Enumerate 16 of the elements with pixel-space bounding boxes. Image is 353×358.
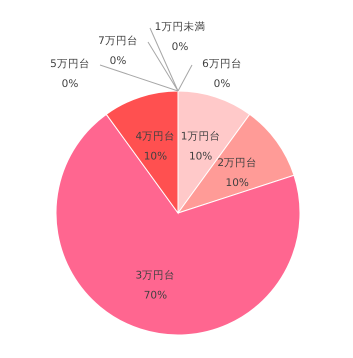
slice-label: 1万円台: [180, 129, 220, 142]
category-label: 5万円台: [50, 58, 90, 70]
slice-label: 3万円台: [136, 268, 176, 282]
text: 0%: [172, 41, 188, 53]
category-label: 6万円台: [202, 58, 242, 70]
text: 0%: [214, 78, 230, 90]
data-label: 70%: [144, 290, 168, 302]
text: 0%: [62, 78, 78, 90]
text: 0%: [110, 55, 126, 67]
slice-label: 4万円台: [136, 129, 176, 142]
data-label: 10%: [188, 150, 212, 162]
category-label: 7万円台: [98, 35, 138, 47]
data-label: 10%: [144, 150, 168, 162]
category-label: 1万円未満: [154, 21, 206, 33]
slice-label: 2万円台: [217, 156, 258, 169]
data-label: 10%: [226, 176, 249, 189]
